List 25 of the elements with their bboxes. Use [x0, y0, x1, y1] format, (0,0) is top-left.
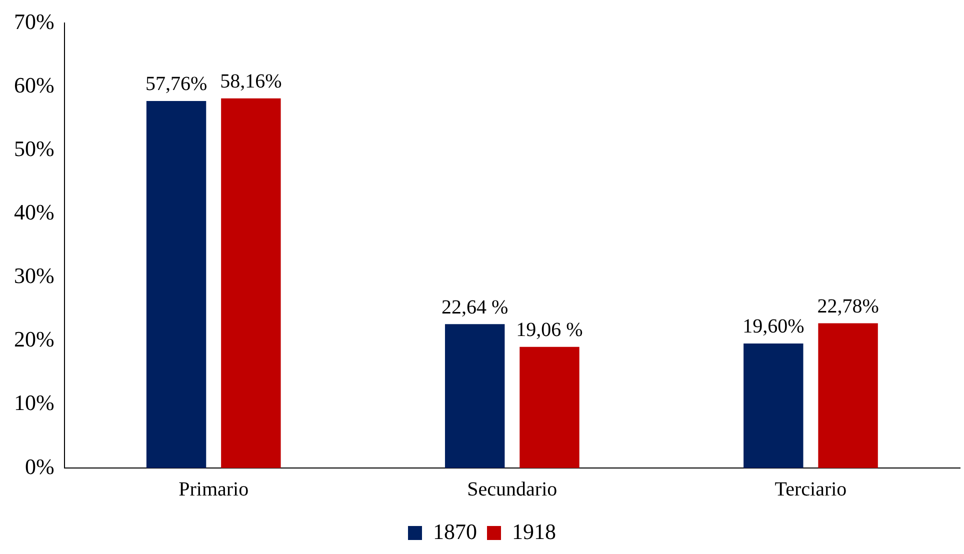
y-tick-label: 60%: [14, 72, 54, 98]
data-label: 57,76%: [145, 73, 208, 96]
legend-label: 1870: [433, 518, 477, 544]
x-tick-label: Terciario: [774, 478, 847, 500]
x-tick-label: Primario: [178, 478, 249, 500]
data-label: 58,16%: [220, 70, 282, 93]
y-tick-label: 70%: [14, 8, 54, 34]
bar: [146, 100, 206, 468]
data-label: 22,64 %: [442, 296, 508, 318]
data-label: 19,06 %: [516, 319, 583, 342]
data-label: 22,78%: [817, 296, 879, 318]
x-tick-label: Secundario: [467, 478, 558, 500]
y-tick-label: 10%: [14, 390, 54, 416]
legend-label: 1918: [512, 518, 556, 544]
bar: [744, 343, 804, 468]
bar: [818, 323, 878, 468]
data-label: 19,60%: [742, 316, 804, 338]
y-tick-label: 0%: [25, 454, 54, 479]
bar: [444, 324, 505, 468]
y-tick-label: 20%: [14, 326, 54, 352]
y-tick-label: 40%: [14, 200, 54, 225]
y-tick-label: 30%: [14, 263, 54, 288]
y-tick-label: 50%: [14, 136, 54, 162]
bar: [520, 346, 580, 468]
bar: [221, 98, 281, 468]
